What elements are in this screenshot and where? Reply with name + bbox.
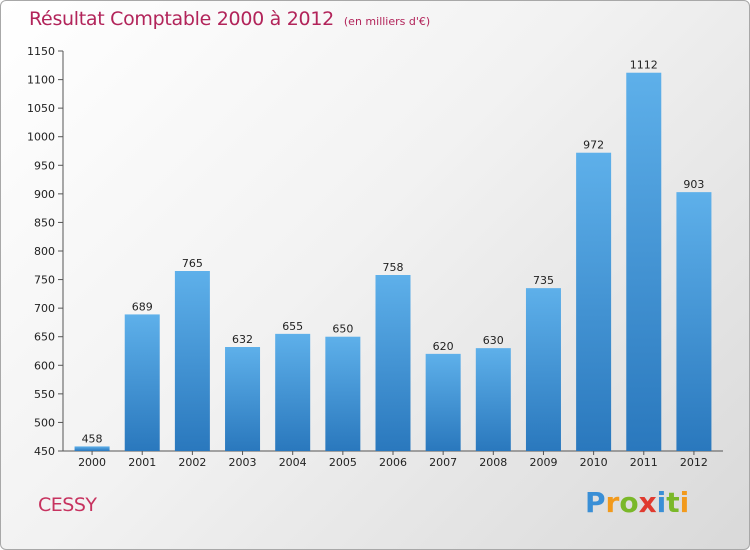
bar-value-label: 632 bbox=[232, 333, 253, 346]
bar-2012[interactable] bbox=[676, 192, 712, 451]
bar-value-label: 735 bbox=[533, 274, 554, 287]
logo-letter: r bbox=[605, 486, 620, 519]
y-tick-label: 900 bbox=[34, 188, 55, 201]
logo-letter: i bbox=[656, 486, 667, 519]
bar-2005[interactable] bbox=[325, 336, 361, 451]
chart-unit: (en milliers d'€) bbox=[343, 15, 431, 28]
y-tick-label: 1000 bbox=[27, 131, 55, 144]
logo-letter: P bbox=[585, 486, 606, 519]
bar-2003[interactable] bbox=[225, 347, 261, 451]
chart-labels: 458 2000 689 2001 765 2002 632 2003 655 2004 650 20… bbox=[78, 59, 708, 469]
y-tick-label: 750 bbox=[34, 274, 55, 287]
bar-value-label: 458 bbox=[82, 432, 103, 445]
x-tick-label: 2012 bbox=[680, 456, 708, 469]
y-tick-label: 1150 bbox=[27, 45, 55, 58]
x-tick-label: 2010 bbox=[580, 456, 608, 469]
y-tick-label: 450 bbox=[34, 445, 55, 458]
logo-letter: x bbox=[638, 486, 657, 519]
y-tick-label: 850 bbox=[34, 216, 55, 229]
bar-value-label: 972 bbox=[583, 139, 604, 152]
x-tick-label: 2006 bbox=[379, 456, 407, 469]
bar-2010[interactable] bbox=[576, 152, 612, 451]
x-tick-label: 2007 bbox=[429, 456, 457, 469]
bar-2008[interactable] bbox=[475, 348, 511, 451]
x-tick-label: 2004 bbox=[279, 456, 307, 469]
bar-value-label: 903 bbox=[683, 178, 704, 191]
chart-title: Résultat Comptable 2000 à 2012 (en millie… bbox=[29, 8, 430, 30]
y-tick-label: 950 bbox=[34, 159, 55, 172]
bar-value-label: 650 bbox=[332, 323, 353, 336]
bar-value-label: 630 bbox=[483, 334, 504, 347]
x-tick-label: 2002 bbox=[178, 456, 206, 469]
bar-2009[interactable] bbox=[525, 288, 561, 451]
x-tick-label: 2001 bbox=[128, 456, 156, 469]
x-tick-label: 2003 bbox=[229, 456, 257, 469]
bar-2000[interactable] bbox=[74, 446, 110, 451]
chart-axes: 450 500 550 600 650 700 750 800 850 900 950 1000 105… bbox=[27, 45, 723, 458]
y-tick-label: 500 bbox=[34, 416, 55, 429]
logo-letter: o bbox=[619, 486, 639, 519]
bar-value-label: 620 bbox=[433, 340, 454, 353]
y-tick-label: 1100 bbox=[27, 74, 55, 87]
bar-2007[interactable] bbox=[425, 353, 461, 451]
y-tick-label: 650 bbox=[34, 331, 55, 344]
y-tick-label: 800 bbox=[34, 245, 55, 258]
y-tick-label: 1050 bbox=[27, 102, 55, 115]
x-tick-label: 2009 bbox=[529, 456, 557, 469]
bar-2004[interactable] bbox=[275, 333, 311, 451]
x-tick-label: 2005 bbox=[329, 456, 357, 469]
x-tick-label: 2008 bbox=[479, 456, 507, 469]
commune-name: CESSY bbox=[38, 494, 97, 516]
logo-letter: t bbox=[666, 486, 680, 519]
bar-value-label: 655 bbox=[282, 320, 303, 333]
chart-bars bbox=[74, 72, 712, 451]
bar-2001[interactable] bbox=[124, 314, 160, 451]
bar-value-label: 689 bbox=[132, 300, 153, 313]
bar-value-label: 1112 bbox=[630, 59, 658, 72]
bar-2006[interactable] bbox=[375, 275, 411, 451]
x-tick-label: 2011 bbox=[630, 456, 658, 469]
bar-value-label: 758 bbox=[383, 261, 404, 274]
chart-title-text: Résultat Comptable 2000 à 2012 bbox=[29, 8, 334, 30]
y-tick-label: 550 bbox=[34, 388, 55, 401]
proxiti-logo[interactable]: Proxiti bbox=[585, 486, 689, 519]
bar-value-label: 765 bbox=[182, 257, 203, 270]
logo-letter: i bbox=[679, 486, 690, 519]
bar-2002[interactable] bbox=[174, 271, 210, 451]
y-tick-label: 600 bbox=[34, 359, 55, 372]
bar-2011[interactable] bbox=[626, 72, 662, 451]
x-tick-label: 2000 bbox=[78, 456, 106, 469]
y-tick-label: 700 bbox=[34, 302, 55, 315]
